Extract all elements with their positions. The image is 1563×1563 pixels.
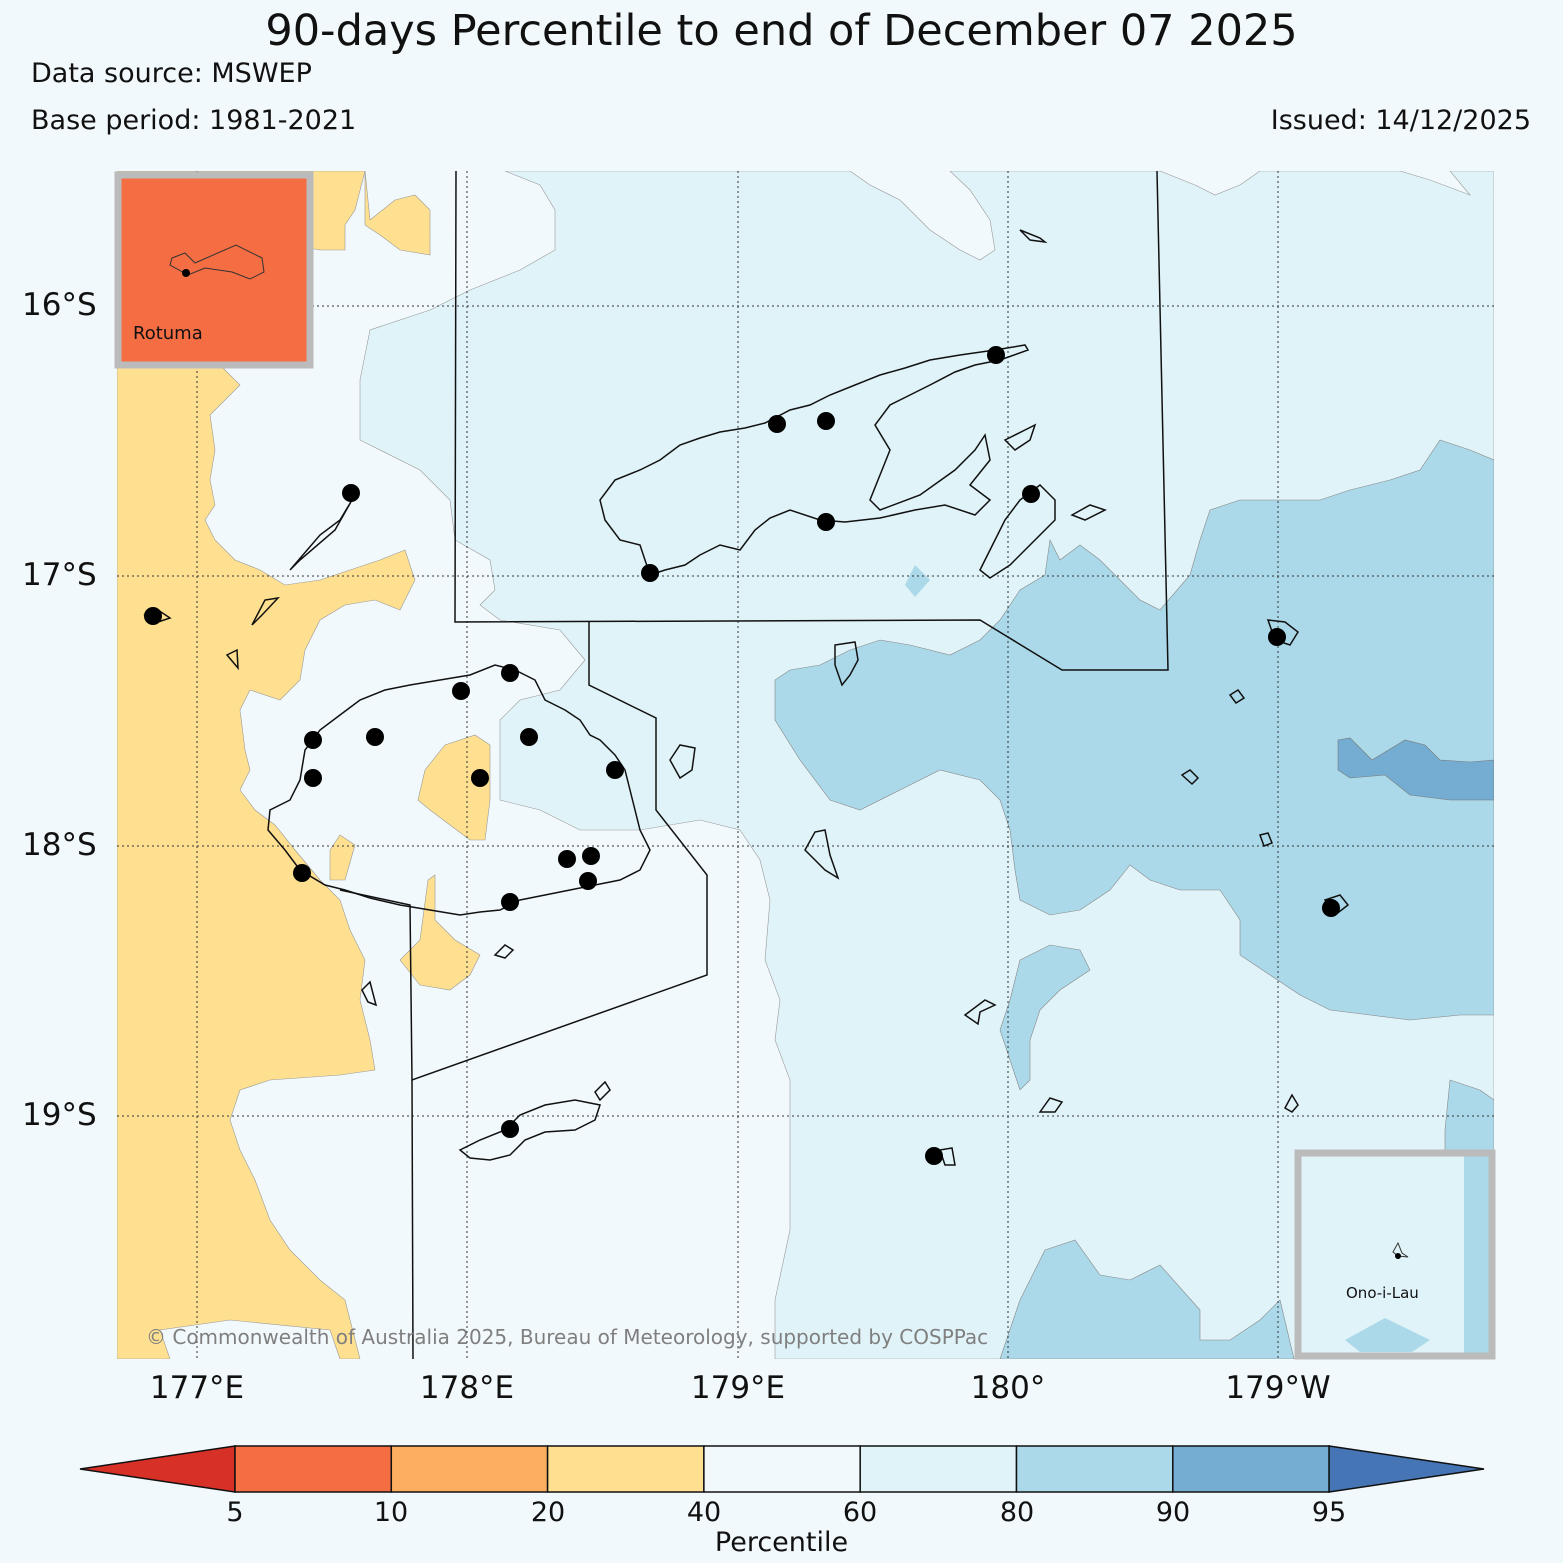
- station-marker[interactable]: [501, 1120, 519, 1138]
- ono-inset: [1294, 1149, 1496, 1360]
- station-marker[interactable]: [471, 769, 489, 787]
- colorbar-segment: [234, 1445, 393, 1493]
- station-marker[interactable]: [1268, 628, 1286, 646]
- ono-i-lau-label: Ono-i-Lau: [1346, 1284, 1419, 1302]
- station-marker[interactable]: [558, 850, 576, 868]
- map-title: 90-days Percentile to end of December 07…: [265, 6, 1298, 56]
- station-marker[interactable]: [1322, 899, 1340, 917]
- lon-label-179e: 179°E: [690, 1370, 786, 1406]
- colorbar-extend-low: [79, 1445, 236, 1493]
- rotuma-label: Rotuma: [133, 323, 203, 344]
- issued-date: Issued: 14/12/2025: [1270, 105, 1531, 136]
- lon-label-177e: 177°E: [149, 1370, 245, 1406]
- station-marker[interactable]: [501, 664, 519, 682]
- colorbar-tick: 95: [1311, 1497, 1347, 1528]
- lon-label-178e: 178°E: [419, 1370, 515, 1406]
- lat-label-19s: 19°S: [22, 1097, 97, 1133]
- station-marker[interactable]: [452, 682, 470, 700]
- region-very-high: [1337, 737, 1494, 801]
- station-marker[interactable]: [366, 728, 384, 746]
- region-high-5: [905, 565, 930, 597]
- colorbar-tick: 20: [530, 1497, 566, 1528]
- station-marker[interactable]: [817, 513, 835, 531]
- colorbar-tick: 90: [1155, 1497, 1191, 1528]
- colorbar-extend-high: [1328, 1445, 1485, 1493]
- lat-label-17s: 17°S: [22, 557, 97, 593]
- colorbar-title: Percentile: [714, 1527, 849, 1558]
- colorbar-tick: 5: [226, 1497, 244, 1528]
- rotuma-inset: [114, 171, 314, 369]
- station-marker[interactable]: [582, 847, 600, 865]
- colorbar-segment: [859, 1445, 1018, 1493]
- station-marker[interactable]: [342, 484, 360, 502]
- station-marker[interactable]: [579, 872, 597, 890]
- colorbar-segment: [703, 1445, 861, 1493]
- colorbar-segment: [1172, 1445, 1330, 1493]
- lat-label-16s: 16°S: [22, 287, 97, 323]
- rain-stations: [144, 346, 1340, 1165]
- base-period: Base period: 1981-2021: [31, 105, 357, 136]
- lat-label-18s: 18°S: [22, 827, 97, 863]
- station-marker[interactable]: [304, 731, 322, 749]
- station-marker[interactable]: [606, 761, 624, 779]
- region-high: [774, 439, 1494, 1021]
- colorbar-segment: [1015, 1445, 1174, 1493]
- colorbar-tick: 40: [686, 1497, 722, 1528]
- station-marker[interactable]: [304, 769, 322, 787]
- lon-label-179w: 179°W: [1225, 1370, 1331, 1406]
- station-marker[interactable]: [925, 1147, 943, 1165]
- station-marker[interactable]: [293, 864, 311, 882]
- copyright-notice: © Commonwealth of Australia 2025, Bureau…: [146, 1325, 989, 1349]
- station-marker[interactable]: [144, 607, 162, 625]
- region-high-2: [999, 944, 1091, 1091]
- station-marker[interactable]: [768, 415, 786, 433]
- station-marker[interactable]: [987, 346, 1005, 364]
- station-marker[interactable]: [817, 412, 835, 430]
- lon-label-180: 180°: [970, 1370, 1046, 1406]
- region-high-3: [999, 1239, 1295, 1359]
- region-below-normal-4: [417, 734, 491, 841]
- data-source: Data source: MSWEP: [31, 58, 312, 89]
- region-below-normal-5: [399, 874, 481, 991]
- colorbar-segment: [390, 1445, 549, 1493]
- graticule: [117, 171, 1494, 1359]
- region-below-normal-2: [364, 171, 431, 256]
- station-marker[interactable]: [1022, 485, 1040, 503]
- colorbar-segment: [546, 1445, 705, 1493]
- station-marker[interactable]: [641, 564, 659, 582]
- colorbar-tick: 10: [373, 1497, 409, 1528]
- station-marker[interactable]: [501, 893, 519, 911]
- station-marker[interactable]: [520, 728, 538, 746]
- colorbar-tick: 80: [999, 1497, 1035, 1528]
- division-boundaries: [339, 171, 1169, 1359]
- colorbar-tick: 60: [842, 1497, 878, 1528]
